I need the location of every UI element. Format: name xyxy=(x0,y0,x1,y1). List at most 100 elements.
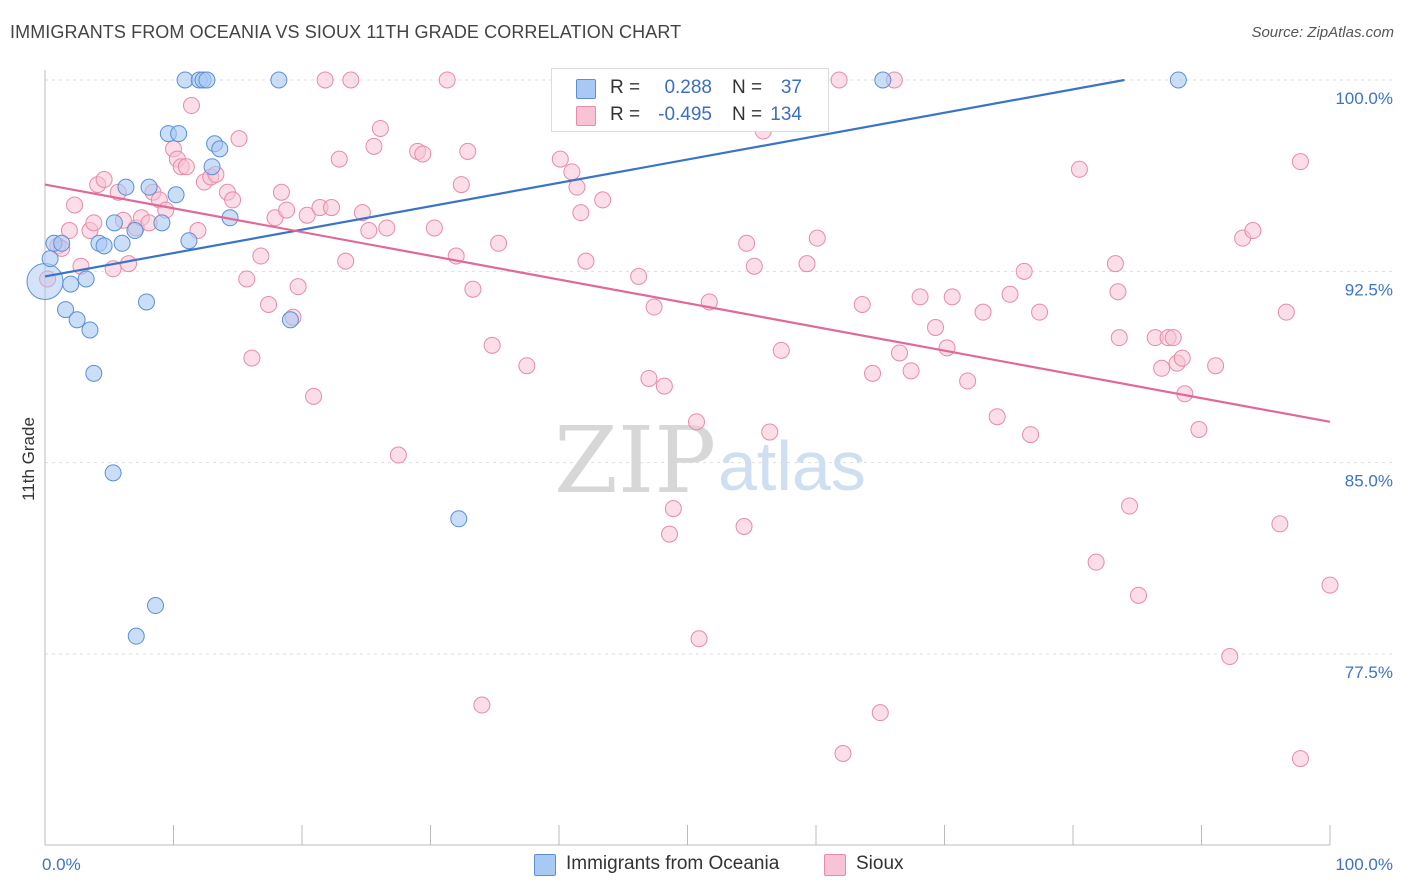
legend-row-sioux: R = -0.495 N = 134 xyxy=(552,101,828,127)
sioux-point xyxy=(1321,576,1339,594)
sioux-point xyxy=(289,278,307,296)
sioux-point xyxy=(238,270,256,288)
sioux-point xyxy=(830,71,848,89)
oceania-point xyxy=(85,364,103,382)
x-tick-label-max: 100.0% xyxy=(1335,855,1393,874)
sioux-point xyxy=(1271,515,1289,533)
sioux-point xyxy=(95,170,113,188)
watermark: ZIP atlas xyxy=(554,407,866,514)
sioux-point xyxy=(1087,553,1105,571)
correlation-legend: R = 0.288 N = 37 R = -0.495 N = 134 xyxy=(551,68,829,132)
sioux-point xyxy=(1291,153,1309,171)
sioux-legend-swatch xyxy=(824,854,846,876)
sioux-swatch xyxy=(576,106,596,126)
y-tick-label: 92.5% xyxy=(1345,280,1393,299)
sioux-point xyxy=(298,206,316,224)
sioux-point xyxy=(690,630,708,648)
oceania-point xyxy=(26,263,64,301)
sioux-legend-label: Sioux xyxy=(856,853,904,874)
legend-row-oceania: R = 0.288 N = 37 xyxy=(552,74,828,100)
sioux-point xyxy=(459,142,477,160)
gridlines xyxy=(45,79,1395,655)
sioux-point xyxy=(808,229,826,247)
legend-n-label: N = xyxy=(732,77,763,98)
sioux-point xyxy=(490,234,508,252)
oceania-point xyxy=(147,597,165,615)
sioux-point xyxy=(630,267,648,285)
oceania-point xyxy=(198,71,216,89)
sioux-point xyxy=(661,525,679,543)
sioux-point xyxy=(594,191,612,209)
sioux-point xyxy=(365,137,383,155)
sioux-point xyxy=(745,257,763,275)
sioux-point xyxy=(414,145,432,163)
oceania-trend-line xyxy=(44,78,1125,278)
oceania-point xyxy=(62,275,80,293)
sioux-point xyxy=(577,252,595,270)
sioux-point xyxy=(655,377,673,395)
sioux-point xyxy=(305,387,323,405)
oceania-point xyxy=(450,510,468,528)
sioux-point xyxy=(278,201,296,219)
oceania-point xyxy=(138,293,156,311)
oceania-point xyxy=(53,234,71,252)
sioux-point xyxy=(1109,283,1127,301)
sioux-point xyxy=(1190,421,1208,439)
oceania-swatch xyxy=(576,79,596,99)
sioux-point xyxy=(323,199,341,217)
sioux-point xyxy=(853,295,871,313)
oceania-point xyxy=(170,125,188,143)
sioux-point xyxy=(798,255,816,273)
sioux-point xyxy=(943,288,961,306)
y-tick-label: 77.5% xyxy=(1345,663,1393,682)
oceania-point xyxy=(77,270,95,288)
tick-labels: 100.0% 92.5% 85.0% 77.5% 0.0% 100.0% xyxy=(42,89,1393,874)
source-label: Source: ZipAtlas.com xyxy=(1251,24,1394,41)
sioux-point xyxy=(316,71,334,89)
oceania-legend-swatch xyxy=(534,854,556,876)
sioux-point xyxy=(1031,303,1049,321)
sioux-point xyxy=(1207,357,1225,375)
oceania-point xyxy=(1169,71,1187,89)
legend-r-label: R = xyxy=(610,104,641,125)
sioux-point xyxy=(988,408,1006,426)
oceania-point xyxy=(126,222,144,240)
y-tick-label: 100.0% xyxy=(1335,89,1393,108)
oceania-point xyxy=(95,237,113,255)
sioux-point xyxy=(483,336,501,354)
legend-r-value: 0.288 xyxy=(664,77,712,98)
oceania-point xyxy=(211,140,229,158)
sioux-point xyxy=(260,295,278,313)
sioux-point xyxy=(1221,648,1239,666)
oceania-legend-label: Immigrants from Oceania xyxy=(566,853,780,874)
oceania-point xyxy=(140,178,158,196)
sioux-point xyxy=(473,696,491,714)
y-tick-label: 85.0% xyxy=(1345,472,1393,491)
sioux-point xyxy=(563,163,581,181)
sioux-point xyxy=(687,413,705,431)
sioux-point xyxy=(891,344,909,362)
sioux-point xyxy=(120,255,138,273)
sioux-point xyxy=(645,298,663,316)
sioux-point xyxy=(438,71,456,89)
sioux-point xyxy=(1164,329,1182,347)
oceania-point xyxy=(176,71,194,89)
oceania-point xyxy=(281,311,299,329)
sioux-point xyxy=(1291,750,1309,768)
sioux-point xyxy=(60,222,78,240)
sioux-point xyxy=(389,446,407,464)
legend-n-label: N = xyxy=(732,104,763,125)
sioux-point xyxy=(640,369,658,387)
sioux-trend-line xyxy=(44,183,1331,423)
sioux-point xyxy=(518,357,536,375)
sioux-points xyxy=(39,71,1339,768)
sioux-point xyxy=(772,341,790,359)
sioux-point xyxy=(551,150,569,168)
sioux-point xyxy=(1070,160,1088,178)
sioux-point xyxy=(360,222,378,240)
sioux-point xyxy=(230,130,248,148)
sioux-point xyxy=(1110,329,1128,347)
oceania-point xyxy=(203,158,221,176)
oceania-point xyxy=(167,186,185,204)
sioux-point xyxy=(177,158,195,176)
